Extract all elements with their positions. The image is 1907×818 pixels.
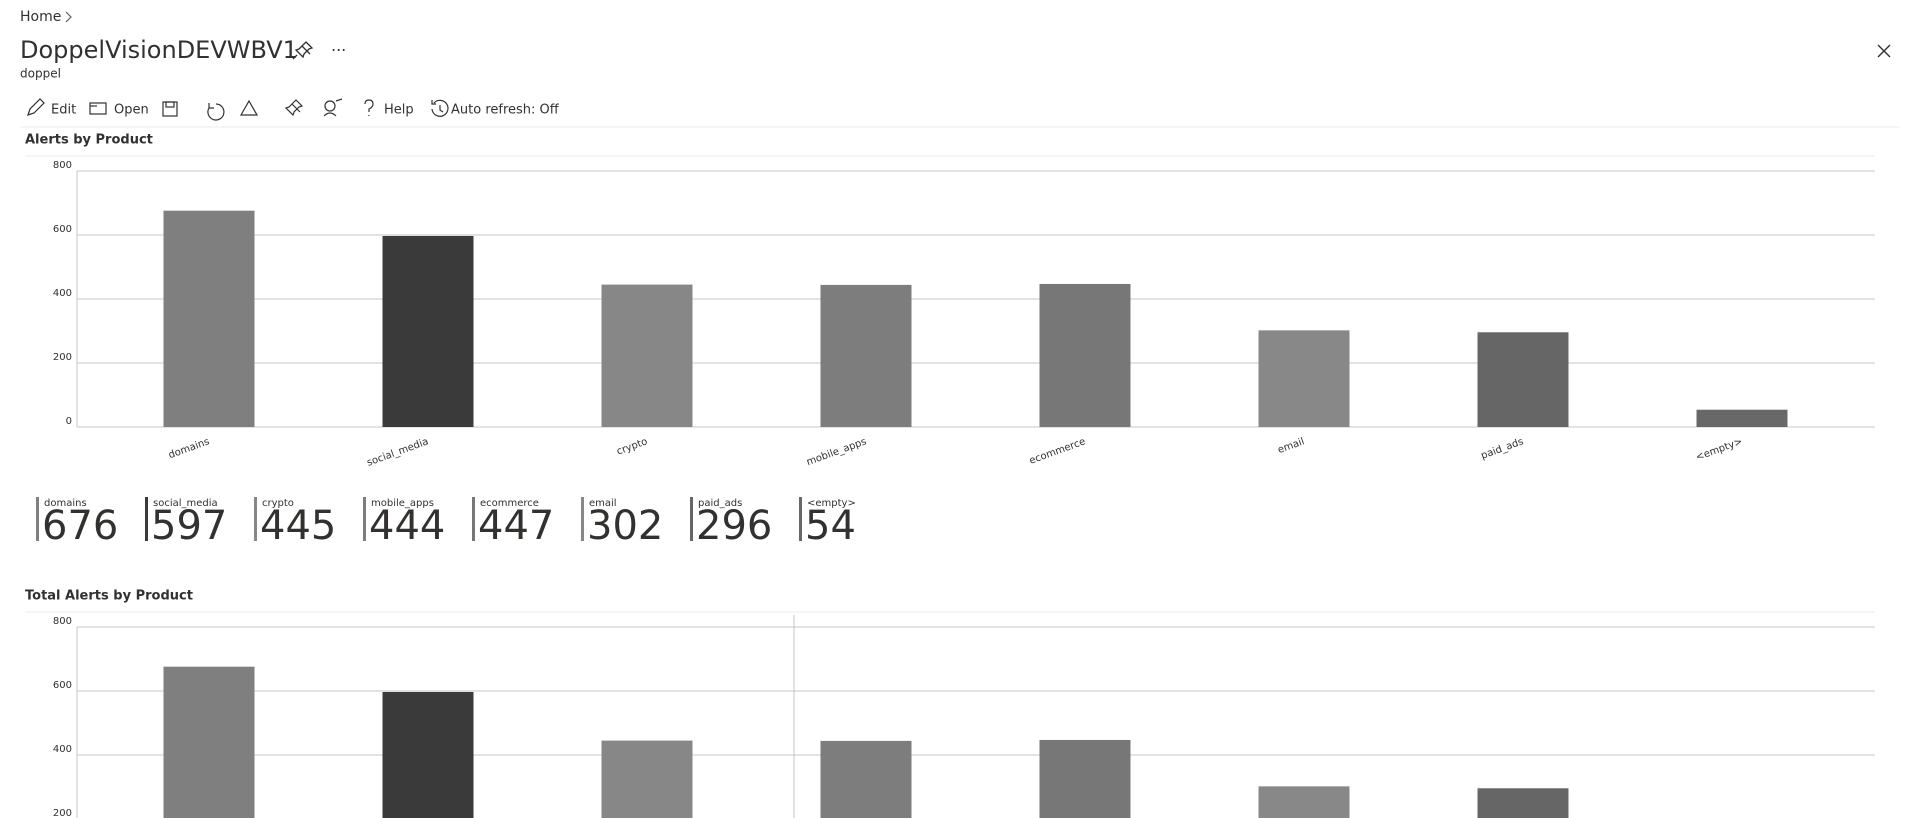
close-button[interactable]: [1877, 44, 1891, 58]
chart-title: Total Alerts by Product: [25, 589, 193, 604]
y-tick-label: 200: [53, 352, 72, 363]
bar: [163, 210, 255, 427]
y-tick-label: 800: [53, 160, 72, 171]
tile-value: 676: [42, 503, 118, 549]
chevron: [65, 11, 72, 23]
tile-accent: [36, 497, 39, 541]
bar: [820, 284, 912, 427]
tile-accent: [145, 497, 148, 541]
bar: [1258, 786, 1350, 818]
x-tick-label: paid_ads: [1480, 436, 1525, 461]
x-tick-label: email: [1276, 436, 1306, 456]
toolbar-button[interactable]: Edit: [51, 103, 76, 118]
bar: [820, 740, 912, 818]
stat-tile: <empty>54: [799, 497, 856, 549]
y-tick-label: 800: [53, 616, 72, 627]
more-button[interactable]: ···: [331, 41, 346, 60]
bar: [601, 740, 693, 818]
tile-value: 302: [587, 503, 663, 549]
y-tick-label: 400: [53, 288, 72, 299]
bar: [1477, 788, 1569, 818]
breadcrumb-home[interactable]: Home: [20, 9, 61, 25]
x-tick-label: ecommerce: [1028, 436, 1087, 466]
tile-accent: [581, 497, 584, 541]
bar: [1039, 739, 1131, 818]
tile-value: 54: [805, 503, 856, 549]
chart-title: Alerts by Product: [25, 133, 153, 148]
bar: [1258, 330, 1350, 427]
tile-accent: [363, 497, 366, 541]
y-tick-label: 200: [53, 808, 72, 818]
tile-label: domains: [44, 498, 87, 509]
x-tick-label: crypto: [615, 436, 649, 457]
tile-label: <empty>: [807, 498, 856, 509]
x-tick-label: mobile_apps: [805, 436, 868, 468]
tile-label: ecommerce: [480, 498, 539, 509]
bar: [601, 284, 693, 427]
y-tick-label: 0: [66, 416, 72, 427]
page-title: DoppelVisionDEVWBV1: [20, 36, 298, 64]
toolbar-button[interactable]: Auto refresh: Off: [451, 103, 560, 118]
x-tick-label: domains: [167, 436, 211, 461]
tile-label: social_media: [153, 498, 218, 509]
tile-value: 447: [478, 503, 554, 549]
tile-value: 444: [369, 503, 445, 549]
tile-accent: [254, 497, 257, 541]
tile-accent: [690, 497, 693, 541]
tile-value: 597: [151, 503, 227, 549]
y-tick-label: 600: [53, 224, 72, 235]
bar: [163, 666, 255, 818]
bar: [382, 691, 474, 818]
tile-label: crypto: [262, 498, 294, 509]
x-tick-label: social_media: [366, 436, 431, 468]
toolbar-icons[interactable]: [27, 98, 449, 121]
y-tick-label: 600: [53, 680, 72, 691]
x-tick-label: <empty>: [1694, 436, 1744, 463]
tile-value: 296: [696, 503, 772, 549]
title-actions[interactable]: [292, 41, 314, 60]
bar: [1477, 332, 1569, 427]
toolbar-button[interactable]: Help: [384, 103, 414, 118]
subtitle: doppel: [20, 67, 61, 81]
tile-accent: [472, 497, 475, 541]
tile-label: paid_ads: [698, 498, 742, 509]
tile-label: email: [589, 498, 617, 509]
bar: [1696, 409, 1788, 427]
bar: [382, 235, 474, 427]
tile-accent: [799, 497, 802, 541]
tile-value: 445: [260, 503, 336, 549]
tile-label: mobile_apps: [371, 498, 434, 509]
bar: [1039, 283, 1131, 427]
toolbar-button[interactable]: Open: [114, 103, 149, 118]
y-tick-label: 400: [53, 744, 72, 755]
